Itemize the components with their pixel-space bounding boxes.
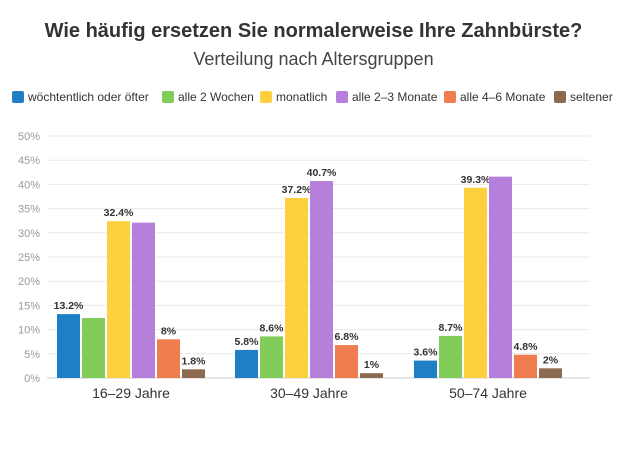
legend-item[interactable]: alle 2 Wochen	[162, 90, 254, 104]
bar	[157, 339, 180, 378]
data-label: 2%	[543, 354, 559, 366]
legend-item[interactable]: alle 4–6 Monate	[444, 90, 545, 104]
y-tick-label: 20%	[18, 276, 40, 288]
bar	[414, 360, 437, 378]
data-label: 32.4%	[104, 207, 134, 219]
bar	[182, 369, 205, 378]
bar	[57, 314, 80, 378]
bar	[439, 335, 462, 378]
data-label: 40.7%	[307, 167, 337, 179]
x-category-label: 50–74 Jahre	[449, 385, 527, 401]
legend-swatch	[444, 91, 456, 103]
legend-swatch	[336, 91, 348, 103]
y-tick-label: 25%	[18, 252, 40, 264]
chart-legend: wöchtentlich oder öfter alle 2 Wochen mona…	[12, 90, 622, 106]
legend-label: alle 2 Wochen	[178, 90, 254, 104]
y-tick-label: 45%	[18, 155, 40, 167]
legend-item[interactable]: alle 2–3 Monate	[336, 90, 437, 104]
data-label: 13.2%	[54, 300, 84, 312]
bar	[489, 176, 512, 378]
chart-title: Wie häufig ersetzen Sie normalerweise Ih…	[44, 20, 583, 42]
y-tick-label: 30%	[18, 228, 40, 240]
legend-label: alle 2–3 Monate	[352, 90, 438, 104]
legend-label: seltener	[570, 90, 613, 104]
data-label: 5.8%	[235, 336, 260, 348]
y-tick-label: 15%	[18, 300, 40, 312]
legend-item[interactable]: seltener	[554, 90, 613, 104]
bar	[285, 197, 308, 378]
x-category-label: 30–49 Jahre	[270, 385, 348, 401]
bar	[132, 222, 155, 378]
legend-label: alle 4–6 Monate	[460, 90, 546, 104]
legend-item[interactable]: monatlich	[260, 90, 327, 104]
bar	[260, 336, 283, 378]
legend-swatch	[162, 91, 174, 103]
data-label: 1.8%	[182, 355, 207, 367]
x-category-label: 16–29 Jahre	[92, 385, 170, 401]
data-label: 37.2%	[282, 184, 312, 196]
chart-subtitle: Verteilung nach Altersgruppen	[193, 49, 434, 69]
bar	[107, 221, 130, 378]
y-tick-label: 35%	[18, 204, 40, 216]
y-tick-label: 5%	[24, 349, 40, 361]
bar	[360, 373, 383, 378]
legend-item[interactable]: wöchtentlich oder öfter	[12, 90, 149, 104]
data-label: 8.6%	[260, 322, 285, 334]
y-tick-label: 40%	[18, 179, 40, 191]
data-label: 1%	[364, 359, 380, 371]
data-label: 8.7%	[439, 322, 464, 334]
legend-swatch	[260, 91, 272, 103]
bar	[514, 354, 537, 378]
bar	[235, 349, 258, 378]
y-tick-label: 50%	[18, 131, 40, 143]
legend-swatch	[554, 91, 566, 103]
legend-swatch	[12, 91, 24, 103]
data-label: 6.8%	[335, 331, 360, 343]
legend-label: wöchtentlich oder öfter	[28, 90, 149, 104]
bar	[464, 187, 487, 378]
bar	[310, 181, 333, 378]
data-label: 3.6%	[414, 347, 439, 359]
legend-label: monatlich	[276, 90, 328, 104]
y-tick-label: 0%	[24, 373, 40, 385]
data-label: 39.3%	[461, 174, 491, 186]
y-tick-label: 10%	[18, 325, 40, 337]
bar	[335, 345, 358, 378]
bar	[539, 368, 562, 378]
data-label: 8%	[161, 325, 177, 337]
bar	[82, 317, 105, 378]
data-label: 4.8%	[514, 341, 539, 353]
